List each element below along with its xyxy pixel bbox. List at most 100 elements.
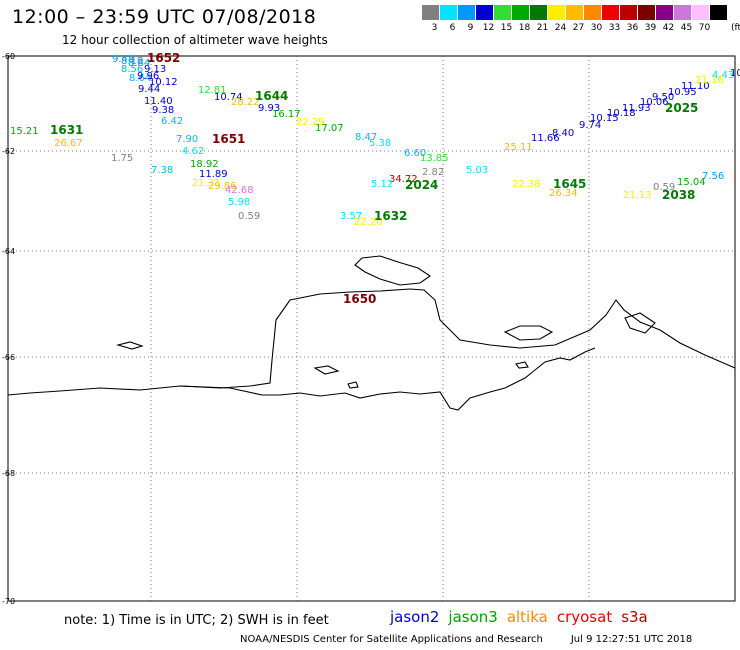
timestamp: Jul 9 12:27:51 UTC 2018 bbox=[570, 634, 693, 645]
wave-height-label: 9.50 bbox=[652, 92, 674, 103]
legend-label: 45 bbox=[680, 23, 693, 33]
latitude-label: -64 bbox=[2, 247, 15, 256]
wave-height-label: 10.74 bbox=[214, 92, 243, 103]
pass-time-label: 2024 bbox=[405, 178, 438, 192]
legend-swatch bbox=[530, 5, 547, 20]
legend-swatch bbox=[458, 5, 475, 20]
pass-time-label: 1645 bbox=[553, 177, 586, 191]
wave-height-label: 9.93 bbox=[258, 103, 280, 114]
legend-swatch bbox=[602, 5, 619, 20]
wave-height-label: 8.64 bbox=[129, 73, 151, 84]
wave-height-label: 6.42 bbox=[161, 116, 183, 127]
legend-label: 27 bbox=[572, 23, 585, 33]
legend-label: 24 bbox=[554, 23, 567, 33]
wave-height-label: 8.40 bbox=[552, 128, 574, 139]
island bbox=[313, 365, 340, 375]
legend-swatch bbox=[566, 5, 583, 20]
wave-height-label: 21.31 bbox=[192, 178, 221, 189]
wave-height-label: 3.57 bbox=[340, 211, 362, 222]
satellite-name: jason3 bbox=[448, 608, 498, 626]
wave-height-label: 13.85 bbox=[420, 153, 449, 164]
wave-height-label: 25.11 bbox=[504, 142, 533, 153]
satellite-name: jason2 bbox=[390, 608, 440, 626]
wave-height-label: 9.74 bbox=[579, 120, 601, 131]
legend-swatch bbox=[548, 5, 565, 20]
longitude-label: 90 bbox=[8, 604, 18, 605]
wave-height-label: 26.34 bbox=[549, 188, 578, 199]
wave-height-label: 22.29 bbox=[296, 117, 325, 128]
satellite-name: s3a bbox=[621, 608, 648, 626]
legend-label: 36 bbox=[626, 23, 639, 33]
map-title: 12:00 – 23:59 UTC 07/08/2018 bbox=[12, 6, 317, 28]
wave-height-label: 0.59 bbox=[238, 211, 260, 222]
legend-label: 39 bbox=[644, 23, 657, 33]
legend-swatch bbox=[494, 5, 511, 20]
legend-label: 33 bbox=[608, 23, 621, 33]
longitude-label: 105 bbox=[719, 604, 734, 605]
longitude-label: 96 bbox=[292, 604, 302, 605]
wave-height-label: 22.20 bbox=[354, 217, 383, 228]
wave-height-label: 8.47 bbox=[355, 132, 377, 143]
pass-time-label: 1631 bbox=[50, 123, 83, 137]
island bbox=[347, 381, 359, 389]
wave-height-map: -60 -62 -64 -66 -68 -7090 93 96 99 102 105 9.488.1… bbox=[2, 51, 740, 605]
pass-time-label: 1652 bbox=[147, 51, 180, 65]
ice-shelf-edge bbox=[179, 347, 596, 411]
footer-note: note: 1) Time is in UTC; 2) SWH is in fe… bbox=[64, 613, 329, 628]
legend-swatch bbox=[440, 5, 457, 20]
wave-height-label: 15.04 bbox=[677, 177, 706, 188]
pass-times: 1652 1644 1631 1651 2024 1632 1645 2025 2038 1650 bbox=[50, 51, 698, 306]
legend-label: 15 bbox=[500, 23, 513, 33]
legend-swatch bbox=[692, 5, 709, 20]
legend-label: 3 bbox=[431, 23, 438, 33]
axis-labels: -60 -62 -64 -66 -68 -7090 93 96 99 102 105 bbox=[2, 52, 735, 605]
legend-swatch bbox=[476, 5, 493, 20]
pass-time-label: 1650 bbox=[343, 292, 376, 306]
legend-label: 6 bbox=[449, 23, 456, 33]
legend-label: 30 bbox=[590, 23, 603, 33]
credit-text: NOAA/NESDIS Center for Satellite Applica… bbox=[240, 634, 543, 645]
wave-height-label: 29.86 bbox=[208, 181, 237, 192]
latitude-label: -70 bbox=[2, 597, 15, 605]
wave-height-label: 18.92 bbox=[190, 159, 219, 170]
wave-height-label: 10.06 bbox=[640, 97, 669, 108]
legend-label: 12 bbox=[482, 23, 495, 33]
island bbox=[515, 361, 529, 369]
wave-height-label: 9.48 bbox=[112, 54, 134, 65]
wave-height-label: 21.13 bbox=[623, 190, 652, 201]
wave-height-label: 10.95 bbox=[668, 87, 697, 98]
legend-label: 70 bbox=[698, 23, 711, 33]
wave-height-label: 28.22 bbox=[231, 97, 260, 108]
wave-height-label: 22.38 bbox=[512, 179, 541, 190]
wave-height-label: 5.98 bbox=[228, 197, 250, 208]
coastline bbox=[7, 255, 736, 411]
wave-height-label: 6.60 bbox=[404, 148, 426, 159]
wave-height-label: 7.90 bbox=[176, 134, 198, 145]
wave-height-label: 5.12 bbox=[371, 179, 393, 190]
wave-height-label: 1.75 bbox=[111, 153, 133, 164]
island bbox=[503, 325, 554, 341]
map-subtitle: 12 hour collection of altimeter wave hei… bbox=[62, 33, 328, 47]
wave-height-label: 26.67 bbox=[54, 138, 83, 149]
wave-height-label: 9.96 bbox=[137, 71, 159, 82]
legend-label: 42 bbox=[662, 23, 675, 33]
pass-time-label: 1632 bbox=[374, 209, 407, 223]
wave-height-label: 4.43 bbox=[712, 70, 734, 81]
satellite-legend: jason2 jason3 altika cryosat s3a bbox=[390, 608, 657, 626]
wave-height-label: 4.62 bbox=[182, 146, 204, 157]
wave-height-label: 0.59 bbox=[653, 182, 675, 193]
wave-height-label: 15.21 bbox=[10, 126, 39, 137]
wave-height-label: 8.18 bbox=[121, 56, 143, 67]
wave-height-label: 11.89 bbox=[199, 169, 228, 180]
latitude-label: -68 bbox=[2, 469, 15, 478]
legend-swatch bbox=[656, 5, 673, 20]
legend-swatch bbox=[584, 5, 601, 20]
longitude-label: 93 bbox=[146, 604, 156, 605]
legend-swatch bbox=[638, 5, 655, 20]
wave-height-label: 10.16 bbox=[730, 68, 740, 79]
island bbox=[624, 312, 656, 334]
legend-unit: (ft) bbox=[731, 23, 740, 33]
wave-height-label: 21.16 bbox=[695, 75, 724, 86]
wave-height-label: 17.07 bbox=[315, 123, 344, 134]
latitude-label: -62 bbox=[2, 147, 15, 156]
